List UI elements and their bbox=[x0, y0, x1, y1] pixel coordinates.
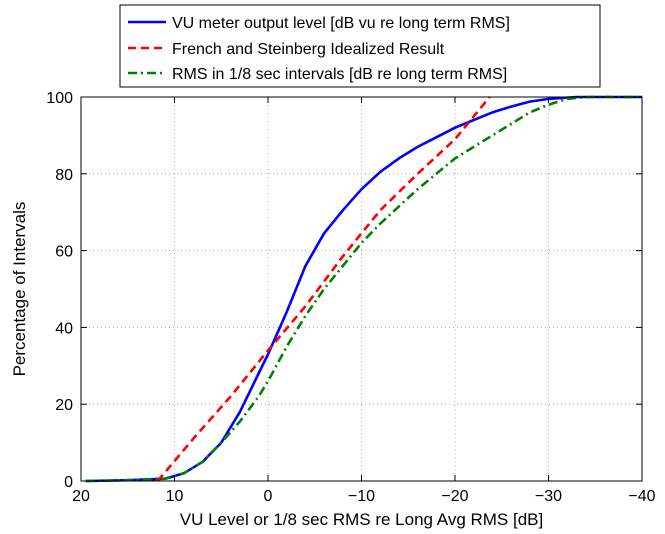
y-tick-label: 60 bbox=[55, 244, 73, 261]
series-lines bbox=[85, 95, 642, 483]
y-tick-label: 0 bbox=[64, 474, 73, 491]
y-tick-label: 20 bbox=[55, 397, 73, 414]
x-tick-label: −40 bbox=[628, 488, 655, 505]
series-line-french-steinberg bbox=[156, 96, 491, 482]
legend-entry-vu-meter: VU meter output level [dB vu re long ter… bbox=[172, 15, 510, 32]
x-tick-label: −10 bbox=[348, 488, 375, 505]
x-axis-label: VU Level or 1/8 sec RMS re Long Avg RMS … bbox=[180, 510, 543, 529]
legend: VU meter output level [dB vu re long ter… bbox=[119, 4, 601, 88]
x-tick-label: 0 bbox=[264, 488, 273, 505]
x-tick-label: 20 bbox=[72, 488, 90, 505]
y-tick-label: 40 bbox=[55, 320, 73, 337]
x-tick-label: −30 bbox=[535, 488, 562, 505]
x-tick-label: 10 bbox=[166, 488, 184, 505]
legend-entry-rms-intervals: RMS in 1/8 sec intervals [dB re long ter… bbox=[172, 66, 507, 83]
series-line-vu-meter bbox=[85, 95, 642, 483]
legend-box bbox=[119, 4, 601, 88]
y-tick-label: 80 bbox=[55, 167, 73, 184]
legend-entry-french-steinberg: French and Steinberg Idealized Result bbox=[172, 41, 445, 58]
grid-lines bbox=[81, 97, 642, 481]
x-tick-label: −20 bbox=[441, 488, 468, 505]
series-line-rms-intervals bbox=[85, 95, 642, 483]
y-axis-label: Percentage of Intervals bbox=[10, 202, 29, 377]
y-tick-label: 100 bbox=[46, 90, 73, 107]
